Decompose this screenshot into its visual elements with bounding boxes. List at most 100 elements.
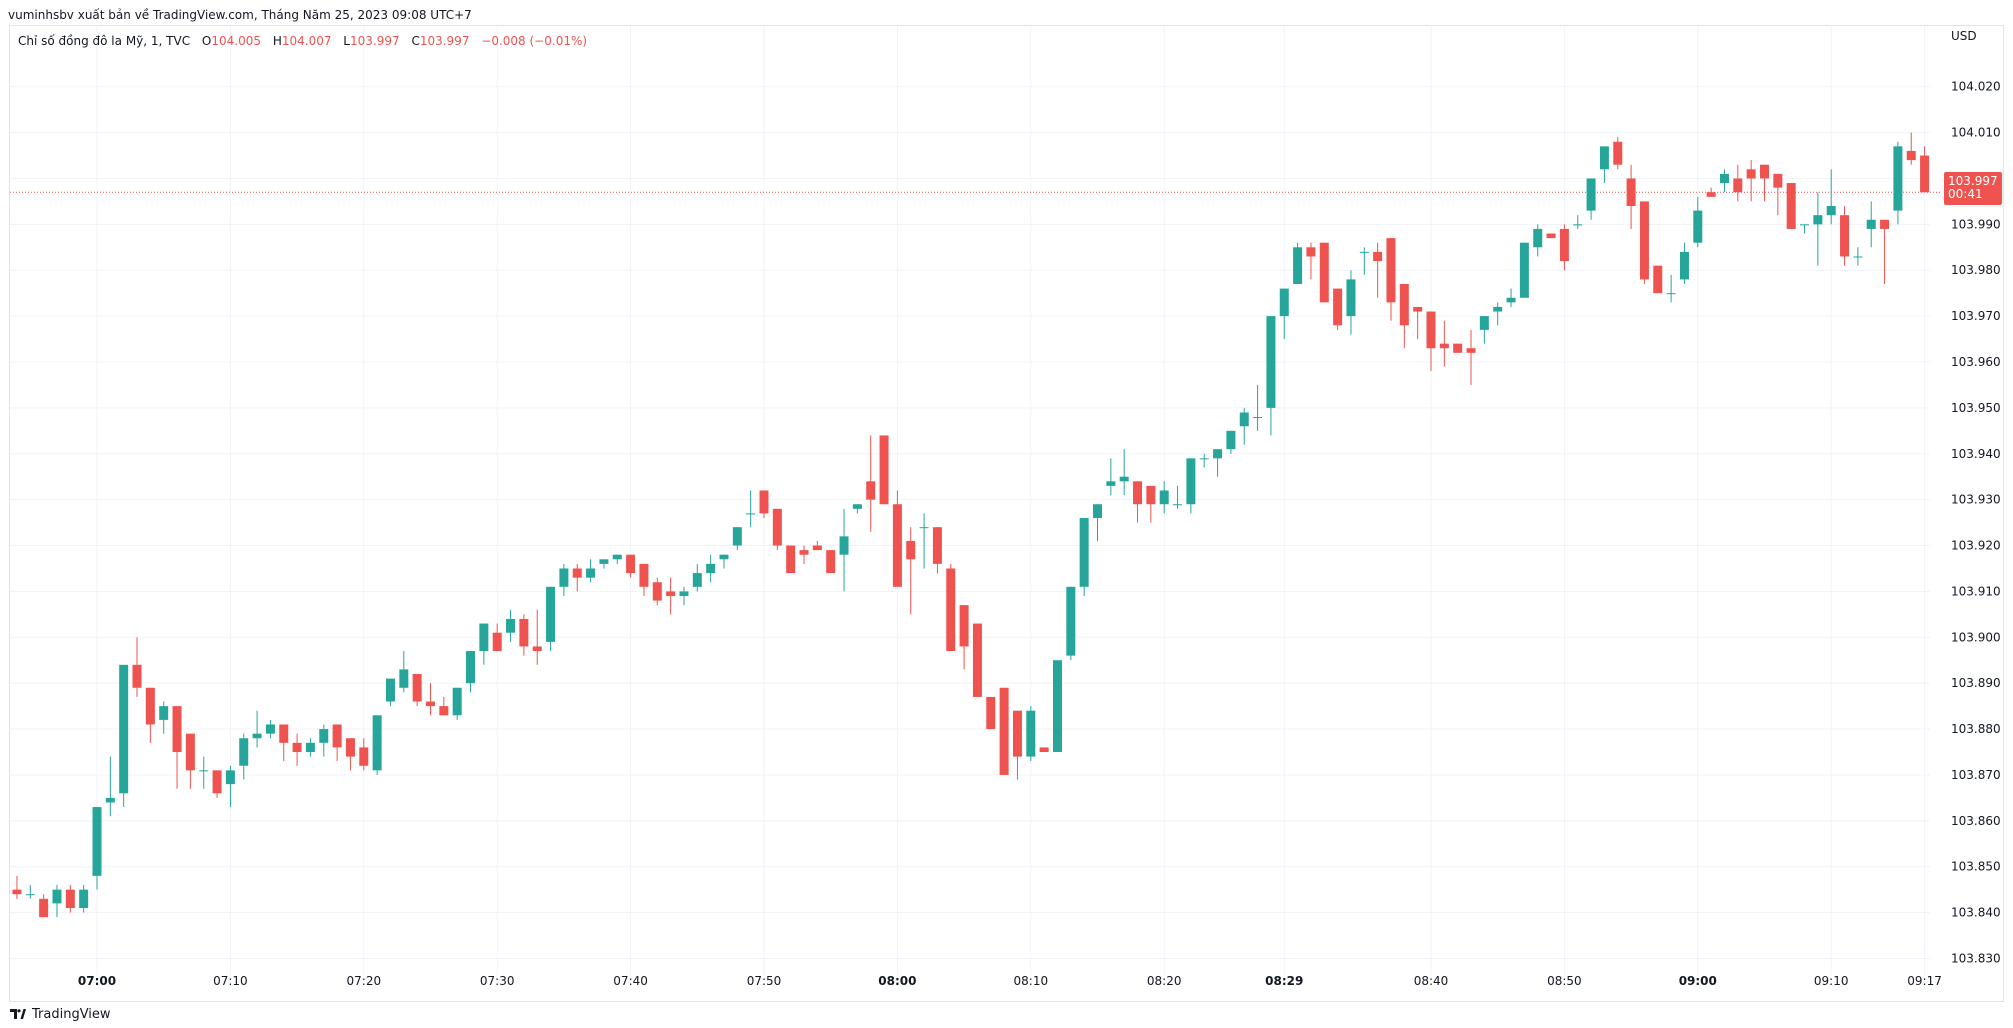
candle-body [1439,343,1449,349]
candle-body [1133,481,1143,505]
candle-body [92,807,102,876]
candle-body [1893,146,1903,211]
candle [732,527,742,551]
candle-body [1760,164,1769,179]
candle [1746,160,1756,202]
price-tick-label: 103.920 [1951,539,2001,553]
candle-body [1359,251,1369,253]
candle-body [599,559,609,564]
candle-body [25,894,35,896]
candle [1639,201,1649,284]
candle [1052,660,1062,752]
candle-body [972,623,982,697]
candle-body [759,490,769,514]
candle [866,435,876,532]
candle [1213,449,1223,477]
candle [65,885,75,913]
candle-body [1719,173,1729,184]
candle [119,664,129,808]
candle-body [1399,284,1409,326]
price-change: −0.008 (−0.01%) [481,34,588,48]
candle-body [1426,311,1436,349]
tradingview-footer[interactable]: TradingView [10,1003,111,1025]
candle-body [119,664,129,794]
candle [1186,458,1196,514]
candle-body [452,687,462,716]
candle [1026,706,1036,762]
candle-body [1026,710,1036,757]
time-axis: 07:00 07:10 07:20 07:30 07:40 07:50 08:00 08:10… [78,974,1942,988]
candle [145,687,155,743]
price-tick-label: 103.930 [1951,493,2001,507]
tradingview-logo-icon [10,1009,26,1019]
tradingview-brand: TradingView [32,1006,111,1022]
candle-body [666,591,676,596]
candle [1719,169,1729,193]
chart-frame [9,25,2004,1002]
candle-body [185,733,195,771]
candle-body [839,536,849,555]
candle [466,651,476,693]
price-tick-label: 103.870 [1951,768,2001,782]
candle-body [1319,242,1329,303]
candle [1599,146,1609,184]
candle-body [1746,169,1756,179]
candle-body [372,715,382,771]
price-tick-label: 103.850 [1951,860,2001,874]
candle [546,586,556,652]
candle-body [1333,288,1343,326]
candle-body [1906,150,1916,161]
candle-body [399,669,409,688]
low-label: L [343,34,350,48]
candle [719,554,729,569]
candle [652,577,662,606]
low-value: 103.997 [349,34,400,48]
candle [1159,481,1169,514]
candle [1586,178,1596,220]
candle [1693,196,1703,248]
candle [492,623,502,652]
candle-body [1693,210,1703,243]
candle [1533,224,1543,257]
candle-body [826,550,836,574]
price-tick-label: 103.900 [1951,630,2001,644]
candle-body [1479,316,1489,330]
candle [172,706,182,789]
candle-body [1226,430,1236,450]
candle-body [212,770,222,794]
candle-body [1186,458,1196,505]
candle-body [492,632,502,652]
candle-body [159,706,169,720]
candle [692,563,702,592]
candle [332,724,342,762]
price-tick-label: 103.970 [1951,309,2001,323]
candle [1800,224,1810,234]
price-tick-label: 103.940 [1951,447,2001,461]
price-tick-label: 104.010 [1951,126,2001,140]
candle-body [546,586,556,642]
candle [1519,242,1529,298]
candle-body [1773,173,1783,188]
candle-body [1866,219,1876,229]
candle-body [1586,178,1596,211]
candle [132,637,142,697]
candle [746,490,756,528]
candle-body [746,513,756,515]
candle-body [1666,293,1676,295]
candle-body [1519,242,1529,298]
candle-body [1293,247,1303,284]
candle-body [1373,251,1383,262]
candle-body [986,696,996,730]
candle-body [1546,233,1556,239]
candle [412,674,422,707]
candle-body [145,687,155,725]
candle-body [1626,178,1636,206]
candle-body [1800,224,1810,226]
candle [239,733,249,780]
candle-body [532,646,542,652]
candle-body [359,747,369,766]
candle-body [239,738,249,766]
candle-body [1346,279,1356,317]
candle [626,554,636,578]
